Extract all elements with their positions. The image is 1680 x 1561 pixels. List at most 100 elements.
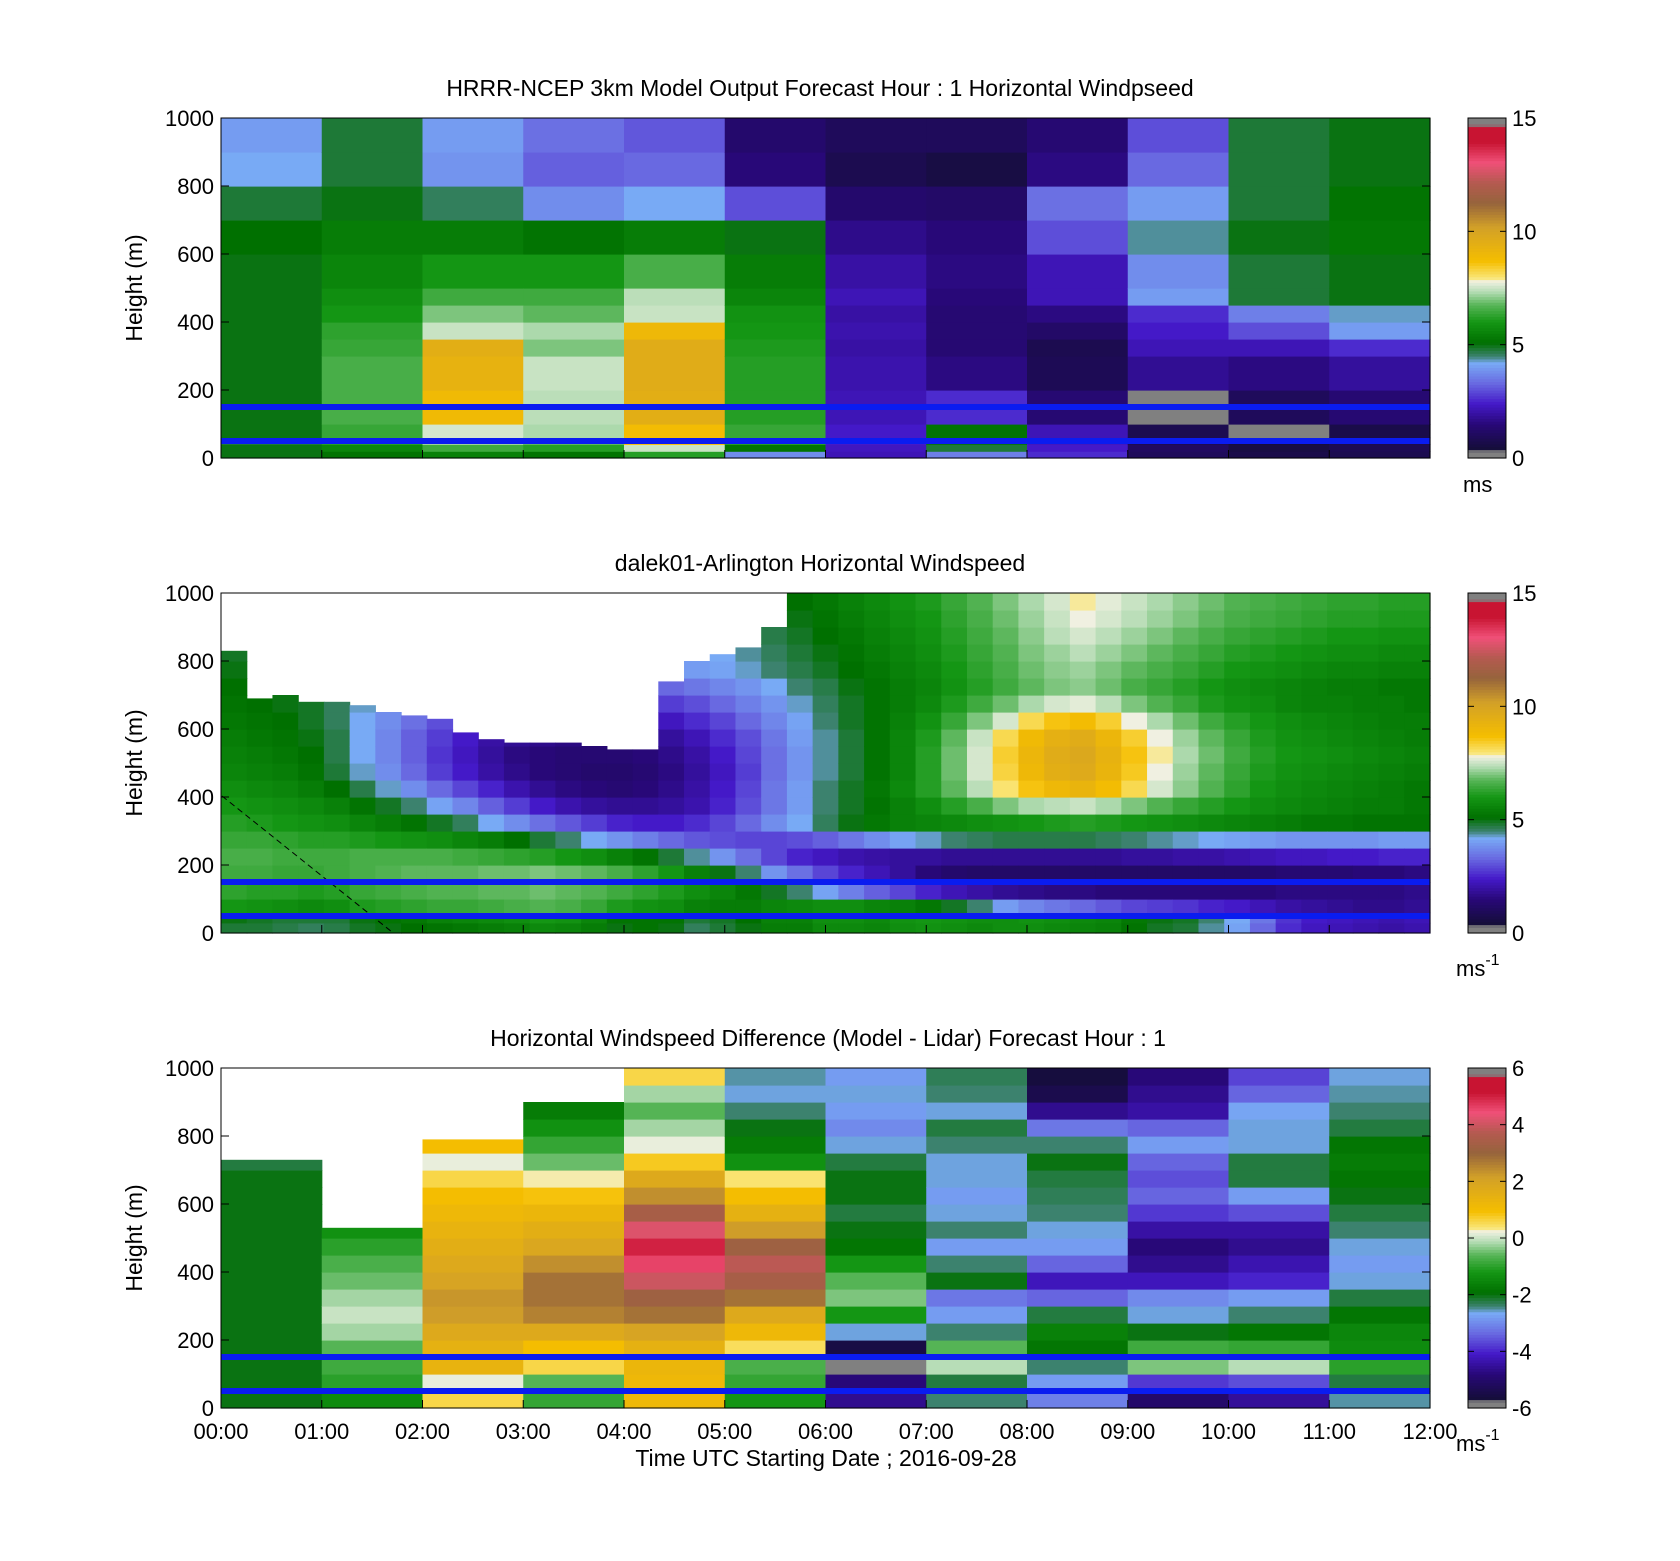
heatmap-cell — [1228, 1340, 1330, 1358]
heatmap-cell — [624, 1391, 726, 1409]
colorbar-segment — [1468, 865, 1506, 869]
heatmap-cell — [298, 712, 325, 730]
colorbar-segment — [1468, 262, 1506, 266]
heatmap-cell — [581, 882, 608, 900]
heatmap-cell — [812, 882, 839, 900]
heatmap-cell — [221, 322, 323, 340]
heatmap-cell — [941, 848, 968, 866]
heatmap-cell — [761, 780, 788, 798]
heatmap-cell — [1228, 356, 1330, 391]
heatmap-cell — [941, 610, 968, 628]
heatmap-cell — [1095, 814, 1122, 832]
heatmap-cell — [1228, 1255, 1330, 1273]
colorbar-segment — [1468, 780, 1506, 784]
heatmap-cell — [624, 152, 726, 187]
heatmap-cell — [581, 831, 608, 849]
heatmap-cell — [1127, 1340, 1230, 1358]
heatmap-cell — [529, 797, 556, 815]
heatmap-cell — [1172, 865, 1200, 883]
colorbar-segment — [1468, 157, 1506, 162]
panel-3-x-tick-labels: 00:00 01:00 02:00 03:00 04:00 05:00 06:00 07:00… — [193, 1419, 1457, 1444]
model-reference-lines — [221, 404, 1430, 444]
heatmap-cell — [1147, 865, 1174, 883]
heatmap-cell — [632, 922, 659, 934]
heatmap-cell — [1378, 865, 1405, 883]
heatmap-cell — [1044, 899, 1071, 914]
heatmap-cell — [1198, 899, 1225, 914]
heatmap-cell — [426, 729, 454, 747]
heatmap-cell — [1027, 305, 1129, 323]
colorbar-segment — [1468, 1314, 1506, 1318]
heatmap-cell — [1018, 610, 1045, 628]
heatmap-cell — [221, 712, 248, 730]
colorbar-segment — [1468, 910, 1506, 914]
heatmap-cell — [321, 288, 424, 306]
heatmap-cell — [966, 627, 994, 645]
colorbar-segment — [1468, 237, 1506, 241]
colorbar-segment — [1468, 191, 1506, 196]
heatmap-cell — [709, 654, 737, 662]
heatmap-cell — [523, 305, 625, 323]
colorbar-segment — [1468, 692, 1506, 696]
heatmap-cell — [1224, 593, 1251, 611]
colorbar-segment — [1468, 424, 1506, 428]
colorbar-segment — [1468, 208, 1506, 213]
heatmap-cell — [624, 305, 726, 323]
heatmap-cell — [926, 1153, 1028, 1171]
colorbar-segment — [1468, 1291, 1506, 1296]
heatmap-cell — [1027, 1289, 1129, 1307]
heatmap-cell — [1044, 593, 1071, 611]
heatmap-cell — [1172, 814, 1200, 832]
heatmap-cell — [1127, 356, 1230, 391]
heatmap-cell — [1127, 1119, 1230, 1137]
colorbar-segment — [1468, 1311, 1506, 1316]
difference-reference-lines — [221, 1354, 1430, 1394]
heatmap-cell — [992, 763, 1020, 781]
heatmap-cell — [684, 780, 711, 798]
heatmap-cell — [503, 882, 531, 900]
heatmap-cell — [246, 899, 274, 914]
heatmap-cell — [1121, 695, 1148, 713]
heatmap-cell — [1249, 865, 1277, 883]
heatmap-cell — [503, 814, 531, 832]
heatmap-cell — [926, 1085, 1028, 1103]
heatmap-cell — [523, 339, 625, 357]
heatmap-cell — [624, 1306, 726, 1324]
heatmap-cell — [966, 644, 994, 662]
heatmap-cell — [1198, 882, 1225, 900]
colorbar-segment — [1468, 632, 1506, 637]
colorbar-segment — [1468, 432, 1506, 436]
heatmap-cell — [786, 627, 814, 645]
heatmap-cell — [1329, 1221, 1431, 1239]
heatmap-cell — [889, 848, 917, 866]
colorbar-segment — [1468, 624, 1506, 628]
heatmap-cell — [709, 712, 737, 730]
heatmap-cell — [1127, 1102, 1230, 1120]
heatmap-cell — [581, 780, 608, 798]
heatmap-cell — [1127, 1391, 1230, 1409]
heatmap-cell — [1018, 899, 1045, 914]
heatmap-cell — [272, 797, 299, 815]
heatmap-cell — [915, 644, 942, 662]
heatmap-cell — [581, 899, 608, 914]
heatmap-cell — [889, 899, 917, 914]
colorbar-segment — [1468, 1144, 1506, 1148]
colorbar-segment — [1468, 415, 1506, 419]
heatmap-cell — [375, 763, 402, 781]
heatmap-cell — [941, 780, 968, 798]
heatmap-cell — [724, 1255, 827, 1273]
colorbar-segment — [1468, 404, 1506, 408]
heatmap-cell — [1044, 661, 1071, 679]
colorbar-segment — [1468, 867, 1506, 872]
heatmap-cell — [523, 1289, 625, 1307]
heatmap-cell — [606, 749, 634, 764]
heatmap-cell — [1044, 922, 1071, 934]
heatmap-cell — [1044, 627, 1071, 645]
heatmap-cell — [246, 746, 274, 764]
heatmap-cell — [422, 339, 524, 357]
heatmap-cell — [966, 678, 994, 696]
colorbar-segment — [1468, 1141, 1506, 1146]
heatmap-cell — [1249, 678, 1277, 696]
